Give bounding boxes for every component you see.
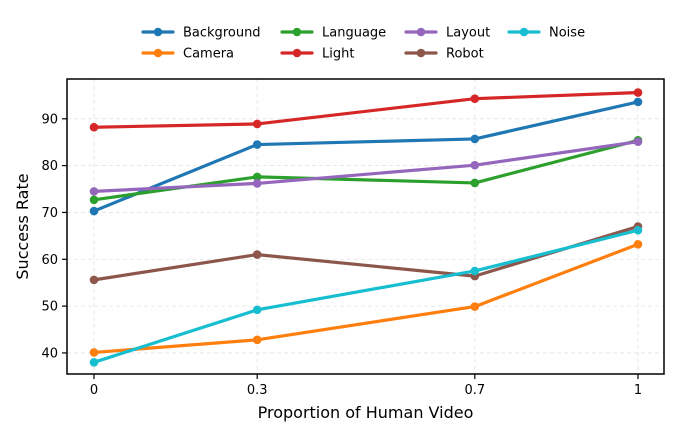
y-tick-label: 50	[41, 300, 58, 315]
x-tick-label: 0	[90, 383, 98, 398]
series-camera	[89, 239, 643, 357]
legend-item-background: Background	[141, 26, 261, 41]
series-line-language	[92, 138, 640, 202]
x-tick-label: 0.3	[247, 383, 268, 398]
legend-swatch-marker	[292, 48, 302, 58]
legend-swatch-marker	[519, 27, 529, 37]
y-axis-label: Success Rate	[13, 173, 32, 279]
data-point-layout	[633, 137, 643, 147]
data-point-language	[470, 178, 480, 188]
y-tick-label: 70	[41, 206, 58, 221]
y-tick-label: 60	[41, 253, 58, 268]
series-line-layout	[92, 140, 640, 193]
legend-item-camera: Camera	[141, 47, 234, 62]
data-point-robot	[252, 250, 262, 259]
x-axis-label: Proportion of Human Video	[258, 403, 474, 422]
data-point-robot	[89, 275, 99, 285]
series-language	[89, 136, 643, 205]
data-point-noise	[89, 357, 99, 367]
legend-item-language: Language	[280, 26, 386, 41]
legend-label: Light	[322, 47, 354, 62]
legend-swatch-marker	[416, 48, 426, 58]
legend-label: Language	[322, 26, 386, 41]
series-line-robot	[92, 224, 640, 282]
legend-swatch-marker	[292, 27, 302, 37]
x-tick-label: 1	[634, 383, 642, 398]
y-tick-label: 90	[41, 112, 58, 127]
series-noise	[89, 225, 643, 367]
data-point-camera	[252, 335, 262, 345]
legend-label: Layout	[446, 26, 490, 41]
series-line-camera	[92, 242, 640, 355]
data-point-background	[89, 206, 99, 216]
data-point-layout	[470, 160, 480, 170]
y-tick-label: 80	[41, 159, 58, 174]
data-point-noise	[633, 225, 643, 235]
legend-item-noise: Noise	[507, 26, 585, 41]
plot-frame	[66, 78, 665, 375]
data-point-light	[633, 88, 643, 97]
series-line-background	[92, 100, 640, 213]
axis-ticks: 0 0.3 0.7 1 40 50 60 70 80 90	[41, 112, 642, 398]
data-point-light	[89, 122, 99, 132]
legend-label: Noise	[549, 26, 585, 41]
data-point-layout	[89, 187, 99, 196]
series-background	[89, 97, 643, 216]
data-point-light	[470, 94, 480, 103]
legend-label: Background	[183, 26, 261, 41]
series-line-light	[92, 90, 640, 129]
data-point-camera	[470, 302, 480, 311]
data-point-noise	[470, 266, 480, 276]
legend-swatch-marker	[153, 27, 163, 37]
data-point-background	[470, 134, 480, 144]
grid-lines	[67, 79, 664, 374]
data-point-noise	[252, 305, 262, 315]
data-point-language	[252, 172, 262, 182]
series-lines	[89, 88, 643, 367]
data-point-light	[252, 119, 262, 129]
legend-swatch-marker	[153, 48, 163, 58]
data-point-background	[252, 140, 262, 149]
legend: Background Camera Language Light Layout Robot…	[141, 26, 585, 62]
x-tick-label: 0.7	[464, 383, 485, 398]
data-point-camera	[89, 348, 99, 357]
data-point-camera	[633, 239, 643, 249]
legend-label: Camera	[183, 47, 234, 62]
legend-swatch-marker	[416, 27, 426, 37]
legend-item-robot: Robot	[404, 47, 484, 62]
series-layout	[89, 137, 643, 196]
legend-label: Robot	[446, 47, 484, 62]
series-line-noise	[92, 228, 640, 364]
legend-item-light: Light	[280, 47, 354, 62]
data-point-layout	[252, 179, 262, 188]
data-point-language	[89, 195, 99, 205]
legend-item-layout: Layout	[404, 26, 490, 41]
series-light	[89, 88, 643, 132]
y-tick-label: 40	[41, 346, 58, 361]
data-point-background	[633, 97, 643, 107]
